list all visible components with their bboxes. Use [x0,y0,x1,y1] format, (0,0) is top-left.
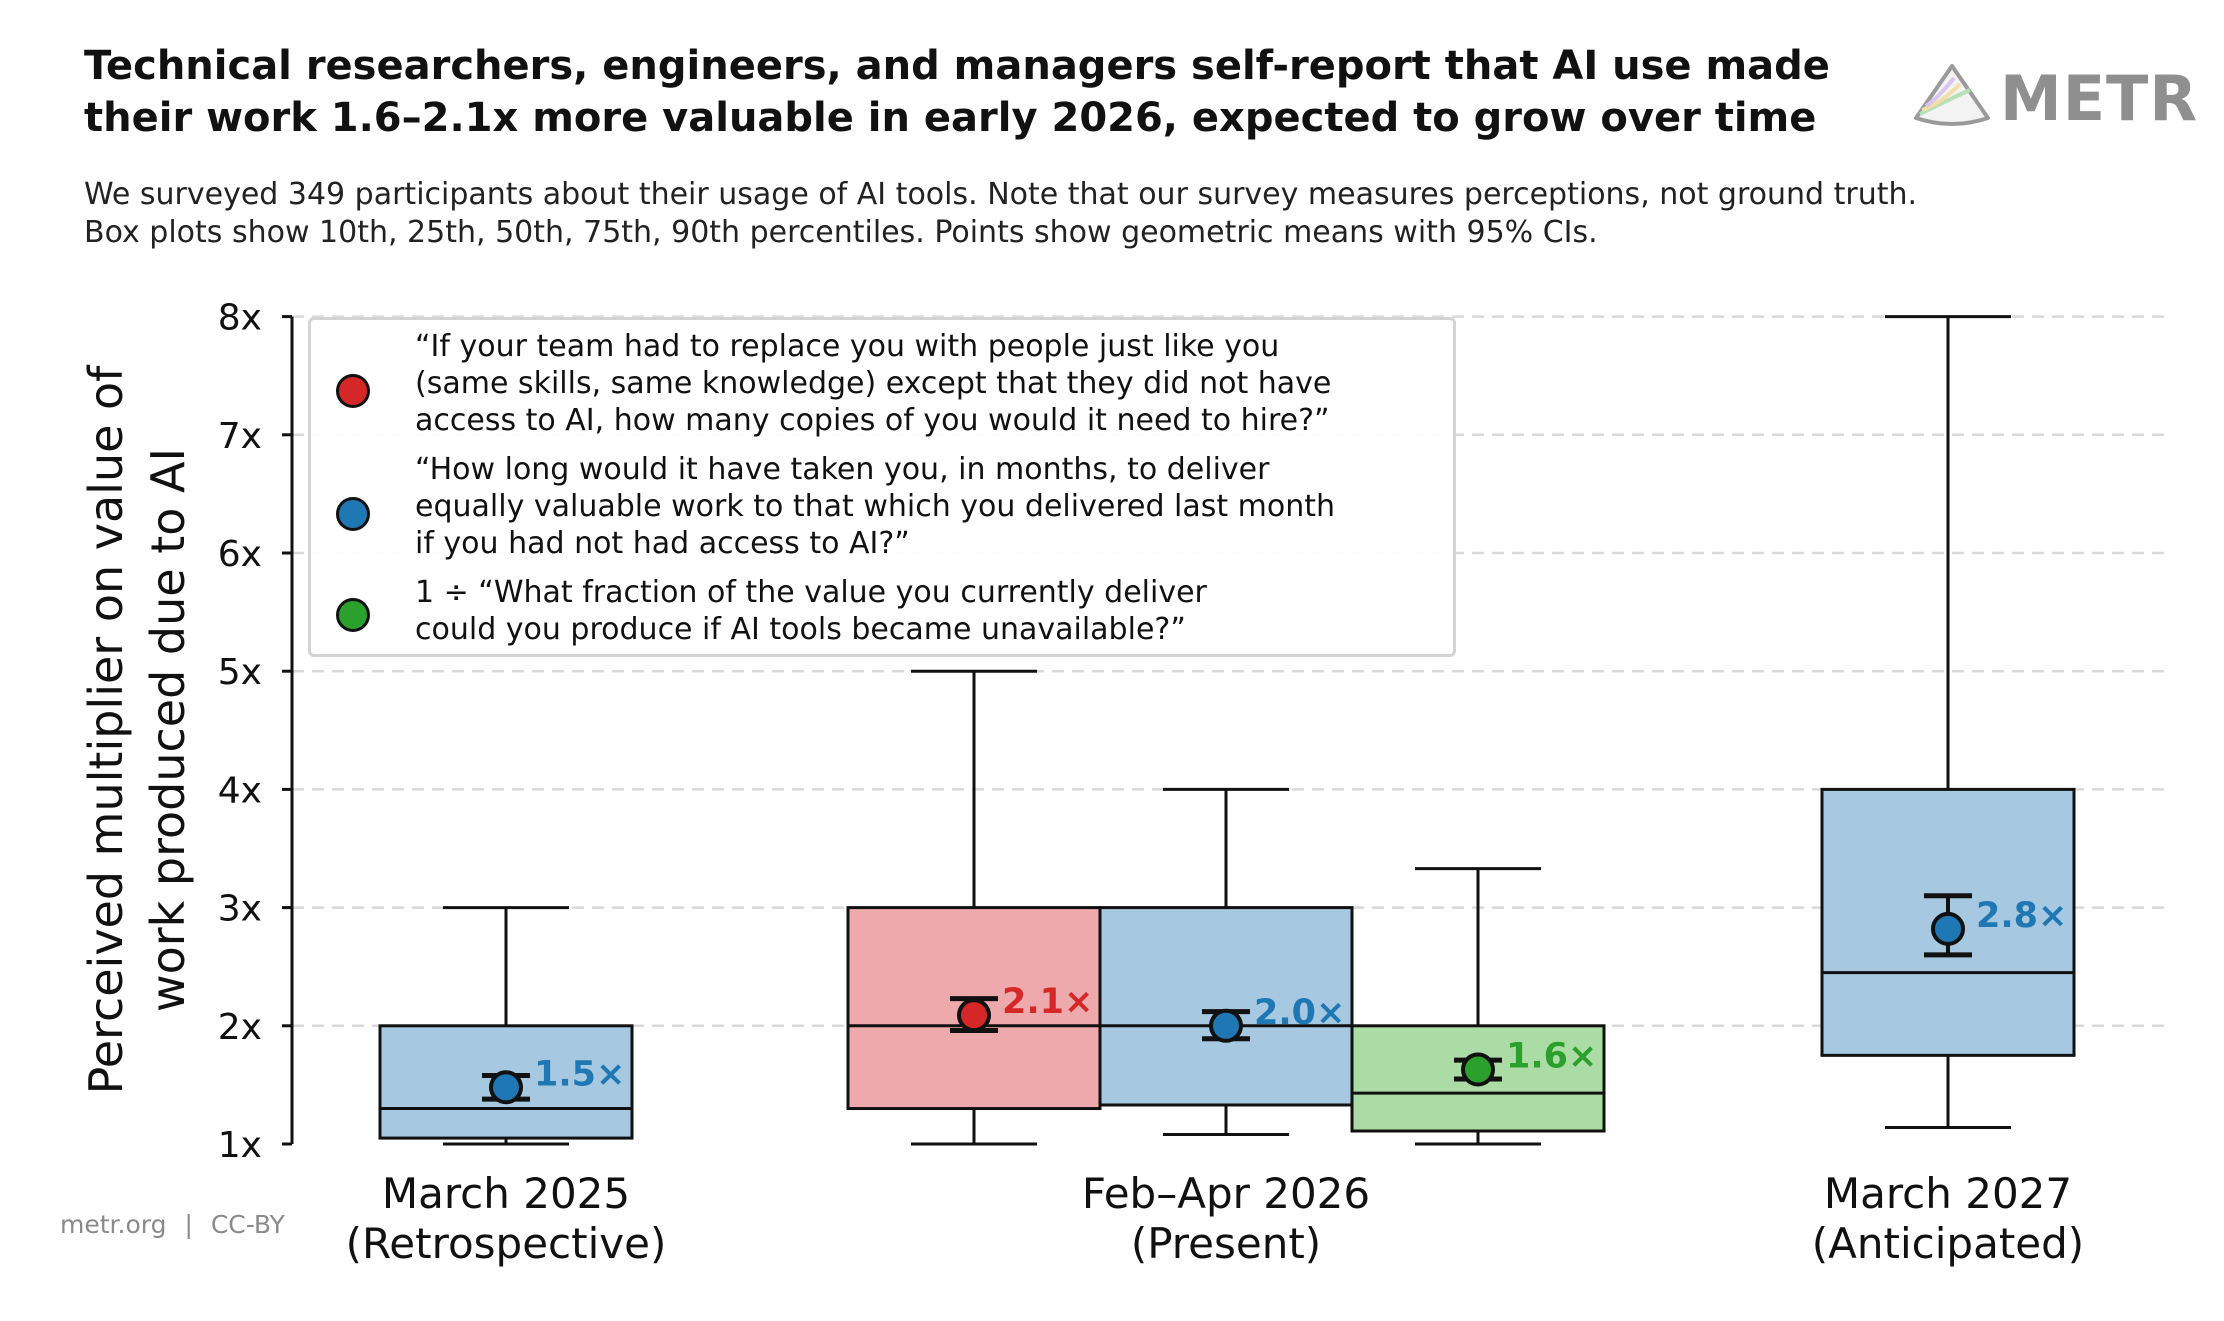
mean-point [1461,1052,1495,1087]
x-tick-label: (Anticipated) [1812,1219,2084,1268]
mean-label: 2.1× [1002,982,1093,1022]
box-blue-1: 2.0× [1098,787,1354,1137]
footer-separator: | [184,1210,193,1239]
box-blue-0: 1.5× [378,906,634,1146]
box-green-1: 1.6× [1350,867,1606,1146]
legend-blue-line-3: if you had not had access to AI?” [415,526,910,561]
legend-marker-red [336,374,370,408]
y-axis-label-line: Perceived multiplier on value of [79,364,133,1095]
legend-red-line-2: (same skills, same knowledge) except tha… [415,366,1332,401]
legend-red-line-3: access to AI, how many copies of you wou… [415,403,1330,438]
legend-blue-line-1: “How long would it have taken you, in mo… [415,452,1270,487]
legend-text-red: “If your team had to replace you with pe… [415,328,1331,439]
y-tick-label: 5x [218,652,262,693]
x-tick-label: Feb–Apr 2026 [1082,1169,1370,1218]
x-tick-label: March 2025 [382,1169,630,1218]
chart-title-line-2: their work 1.6–2.1x more valuable in ear… [84,95,1817,141]
x-tick-label: March 2027 [1824,1169,2072,1218]
chart-title: Technical researchers, engineers, and ma… [84,40,1884,144]
y-axis-label: Perceived multiplier on value of work pro… [79,364,195,1095]
footer-license: CC-BY [210,1210,285,1239]
box-red-1: 2.1× [846,669,1102,1146]
footer-credit: metr.org | CC-BY [60,1210,285,1239]
legend-marker-blue [336,497,370,531]
mean-point [489,1070,523,1105]
y-tick-label: 6x [218,534,262,575]
x-tick-label: (Retrospective) [346,1219,667,1268]
y-tick-label: 2x [218,1007,262,1048]
mean-point [1209,1008,1243,1043]
mean-label: 1.5× [534,1054,625,1094]
metr-logo-icon [1914,64,1990,126]
x-axis-labels: March 2025(Retrospective) Feb–Apr 2026(Pr… [346,1169,2085,1268]
legend-red-line-1: “If your team had to replace you with pe… [415,329,1280,364]
metr-logo: METR [1910,60,2197,134]
mean-label: 1.6× [1506,1037,1597,1077]
mean-point [1931,911,1965,946]
chart-subtitle-line-2: Box plots show 10th, 25th, 50th, 75th, 9… [84,215,1598,250]
box-blue-2: 2.8× [1820,315,2076,1129]
y-tick-label: 8x [218,298,262,339]
legend-blue-line-2: equally valuable work to that which you … [415,489,1336,524]
x-tick-label: (Present) [1131,1219,1321,1268]
chart-subtitle: We surveyed 349 participants about their… [84,176,2164,252]
y-axis-label-line: work produced due to AI [141,448,195,1012]
y-tick-label: 4x [218,770,262,811]
y-tick-label: 3x [218,889,262,930]
y-tick-label: 1x [218,1125,262,1166]
mean-label: 2.0× [1254,993,1345,1033]
legend-text-green: 1 ÷ “What fraction of the value you curr… [415,574,1207,648]
box-iqr [1098,906,1354,1107]
legend-green-line-2: could you produce if AI tools became una… [415,612,1186,647]
legend-green-line-1: 1 ÷ “What fraction of the value you curr… [415,575,1207,610]
legend-text-blue: “How long would it have taken you, in mo… [415,451,1335,562]
mean-label: 2.8× [1976,896,2067,936]
legend-marker-green [336,598,370,632]
box-plot-series: 1.5× 2.1× 2.0× 1.6× 2.8× [378,315,2076,1146]
chart-title-line-1: Technical researchers, engineers, and ma… [84,43,1830,89]
mean-point [957,998,991,1033]
metr-logo-text: METR [2000,62,2199,135]
y-tick-label: 7x [218,416,262,457]
footer-site: metr.org [60,1210,167,1239]
chart-subtitle-line-1: We surveyed 349 participants about their… [84,177,1918,212]
chart-legend: “If your team had to replace you with pe… [308,317,1456,657]
y-axis: 1x 2x 3x 4x 5x 6x 7x 8x [218,298,294,1166]
